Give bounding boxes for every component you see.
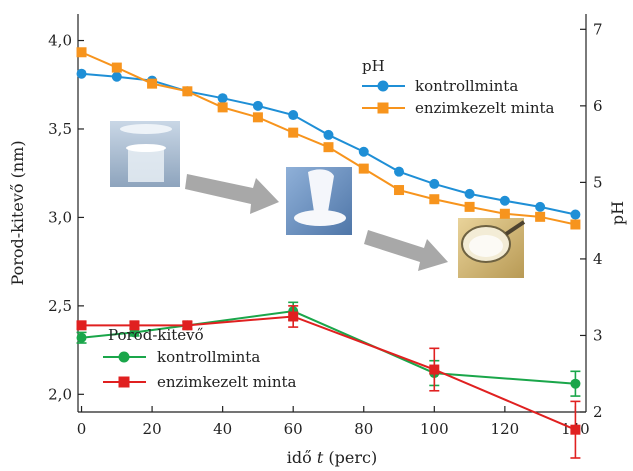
right-tick-label: 5 xyxy=(593,173,603,191)
porod-series-0 xyxy=(76,301,581,397)
series-line xyxy=(81,315,576,431)
ph-legend-marker-enzyme xyxy=(377,102,389,114)
right-tick-label: 2 xyxy=(593,403,603,421)
left-axis-ticks: 2,0 2,5 3,0 3,5 4,0 xyxy=(48,32,84,403)
data-point xyxy=(111,71,122,82)
ph-series-1 xyxy=(76,47,581,230)
arrow-2 xyxy=(364,230,448,271)
data-point xyxy=(570,378,581,389)
left-tick-label: 3,0 xyxy=(48,208,72,226)
data-point xyxy=(429,178,440,189)
porod-legend-marker-enzyme xyxy=(118,376,130,388)
data-point xyxy=(288,311,299,322)
porod-legend-title: Porod-kitevő xyxy=(108,326,204,344)
porod-legend-marker-control xyxy=(118,351,130,363)
ph-legend-title: pH xyxy=(362,57,385,75)
data-point xyxy=(182,86,193,97)
data-point xyxy=(288,110,299,121)
data-point xyxy=(570,209,581,220)
data-point xyxy=(499,208,510,219)
data-point xyxy=(252,112,263,123)
right-tick-label: 6 xyxy=(593,97,603,115)
data-point xyxy=(535,211,546,222)
photo-3 xyxy=(458,218,526,278)
data-point xyxy=(182,320,193,331)
data-point xyxy=(464,201,475,212)
data-point xyxy=(76,332,87,343)
plot-frame xyxy=(77,14,587,413)
x-axis-title-prefix: idő xyxy=(287,448,317,467)
x-tick-label: 80 xyxy=(354,420,373,438)
porod-legend-label-enzyme: enzimkezelt minta xyxy=(157,373,297,391)
data-point xyxy=(111,62,122,73)
arrow-1 xyxy=(185,174,279,214)
x-tick-label: 120 xyxy=(491,420,520,438)
data-point xyxy=(76,320,87,331)
ph-legend-marker-control xyxy=(377,80,389,92)
left-axis-title: Porod-kitevő (nm) xyxy=(8,140,27,285)
data-point xyxy=(570,219,581,230)
data-point xyxy=(535,201,546,212)
data-point xyxy=(217,102,228,113)
left-tick-label: 3,5 xyxy=(48,120,72,138)
series-layer xyxy=(76,47,581,459)
ph-legend-label-enzyme: enzimkezelt minta xyxy=(415,99,555,117)
series-line xyxy=(81,310,576,385)
x-axis-title-var: t xyxy=(317,448,324,467)
data-point xyxy=(147,78,158,89)
porod-series-1 xyxy=(76,305,581,459)
data-point xyxy=(76,68,87,79)
left-tick-label: 2,0 xyxy=(48,385,72,403)
left-tick-label: 2,5 xyxy=(48,297,72,315)
data-point xyxy=(358,163,369,174)
data-point xyxy=(217,93,228,104)
right-axis-ticks: 2 3 4 5 6 7 xyxy=(580,20,603,421)
right-tick-label: 7 xyxy=(593,20,603,38)
x-tick-label: 100 xyxy=(420,420,449,438)
data-point xyxy=(394,166,405,177)
bottom-axis-ticks: 020406080100120140 xyxy=(77,406,590,438)
data-point xyxy=(570,424,581,435)
data-point xyxy=(129,320,140,331)
data-point xyxy=(323,142,334,153)
right-tick-label: 4 xyxy=(593,250,603,268)
data-point xyxy=(499,195,510,206)
x-tick-label: 20 xyxy=(143,420,162,438)
data-point xyxy=(358,146,369,157)
x-tick-label: 40 xyxy=(213,420,232,438)
x-axis-title: idő t (perc) xyxy=(287,448,377,467)
photo-2 xyxy=(286,167,352,235)
data-point xyxy=(429,194,440,205)
porod-legend-label-control: kontrollminta xyxy=(157,348,260,366)
x-axis-title-suffix: (perc) xyxy=(323,448,377,467)
right-axis-title: pH xyxy=(608,201,627,225)
x-tick-label: 60 xyxy=(284,420,303,438)
data-point xyxy=(323,129,334,140)
data-point xyxy=(464,188,475,199)
data-point xyxy=(76,47,87,58)
data-point xyxy=(252,100,263,111)
data-point xyxy=(288,127,299,138)
x-tick-label: 0 xyxy=(77,420,87,438)
data-point xyxy=(394,185,405,196)
ph-legend-label-control: kontrollminta xyxy=(415,77,518,95)
left-tick-label: 4,0 xyxy=(48,32,72,50)
data-point xyxy=(429,364,440,375)
ph-legend: pH kontrollminta enzimkezelt minta xyxy=(362,57,555,117)
photo-1 xyxy=(110,121,180,187)
porod-legend: Porod-kitevő kontrollminta enzimkezelt m… xyxy=(103,326,297,391)
right-tick-label: 3 xyxy=(593,326,603,344)
ph-series-0 xyxy=(76,68,581,220)
